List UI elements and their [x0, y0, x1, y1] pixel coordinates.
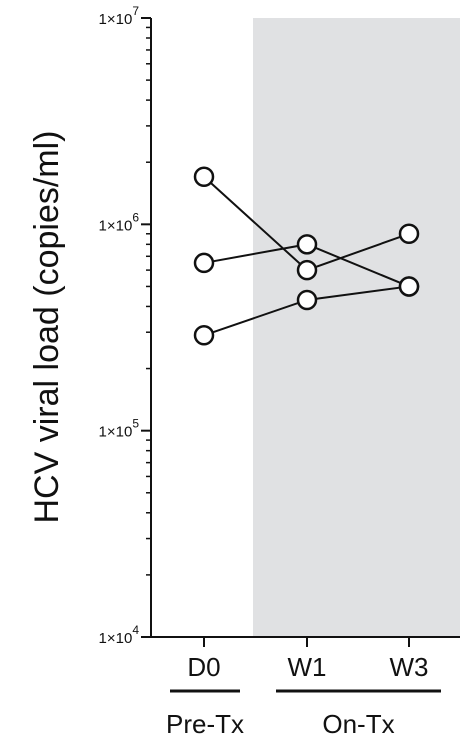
y-tick-label: 1×105 — [99, 417, 140, 441]
data-point — [398, 223, 420, 245]
y-tick-label: 1×106 — [99, 210, 140, 234]
series-layer — [193, 166, 420, 346]
data-point — [296, 259, 318, 281]
data-point — [193, 325, 215, 346]
x-axis: D0 W1 W3 — [151, 636, 460, 682]
group-label: On-Tx — [322, 709, 394, 739]
x-tick-label: W3 — [390, 652, 429, 682]
on-tx-shaded-region — [253, 18, 460, 637]
data-point — [296, 289, 318, 311]
x-tick-label: D0 — [187, 652, 220, 682]
y-tick-label: 1×107 — [99, 4, 140, 28]
data-point — [398, 276, 420, 297]
data-point — [296, 234, 318, 255]
data-point — [193, 166, 215, 188]
y-axis-label: HCV viral load (copies/ml) — [28, 131, 66, 524]
y-axis: 1×104 1×105 1×106 1×107 — [99, 4, 152, 647]
data-point — [193, 252, 215, 274]
group-brackets: Pre-Tx On-Tx — [166, 689, 441, 739]
y-tick-label: 1×104 — [99, 623, 140, 647]
x-tick-label: W1 — [288, 652, 327, 682]
group-label: Pre-Tx — [166, 709, 244, 739]
